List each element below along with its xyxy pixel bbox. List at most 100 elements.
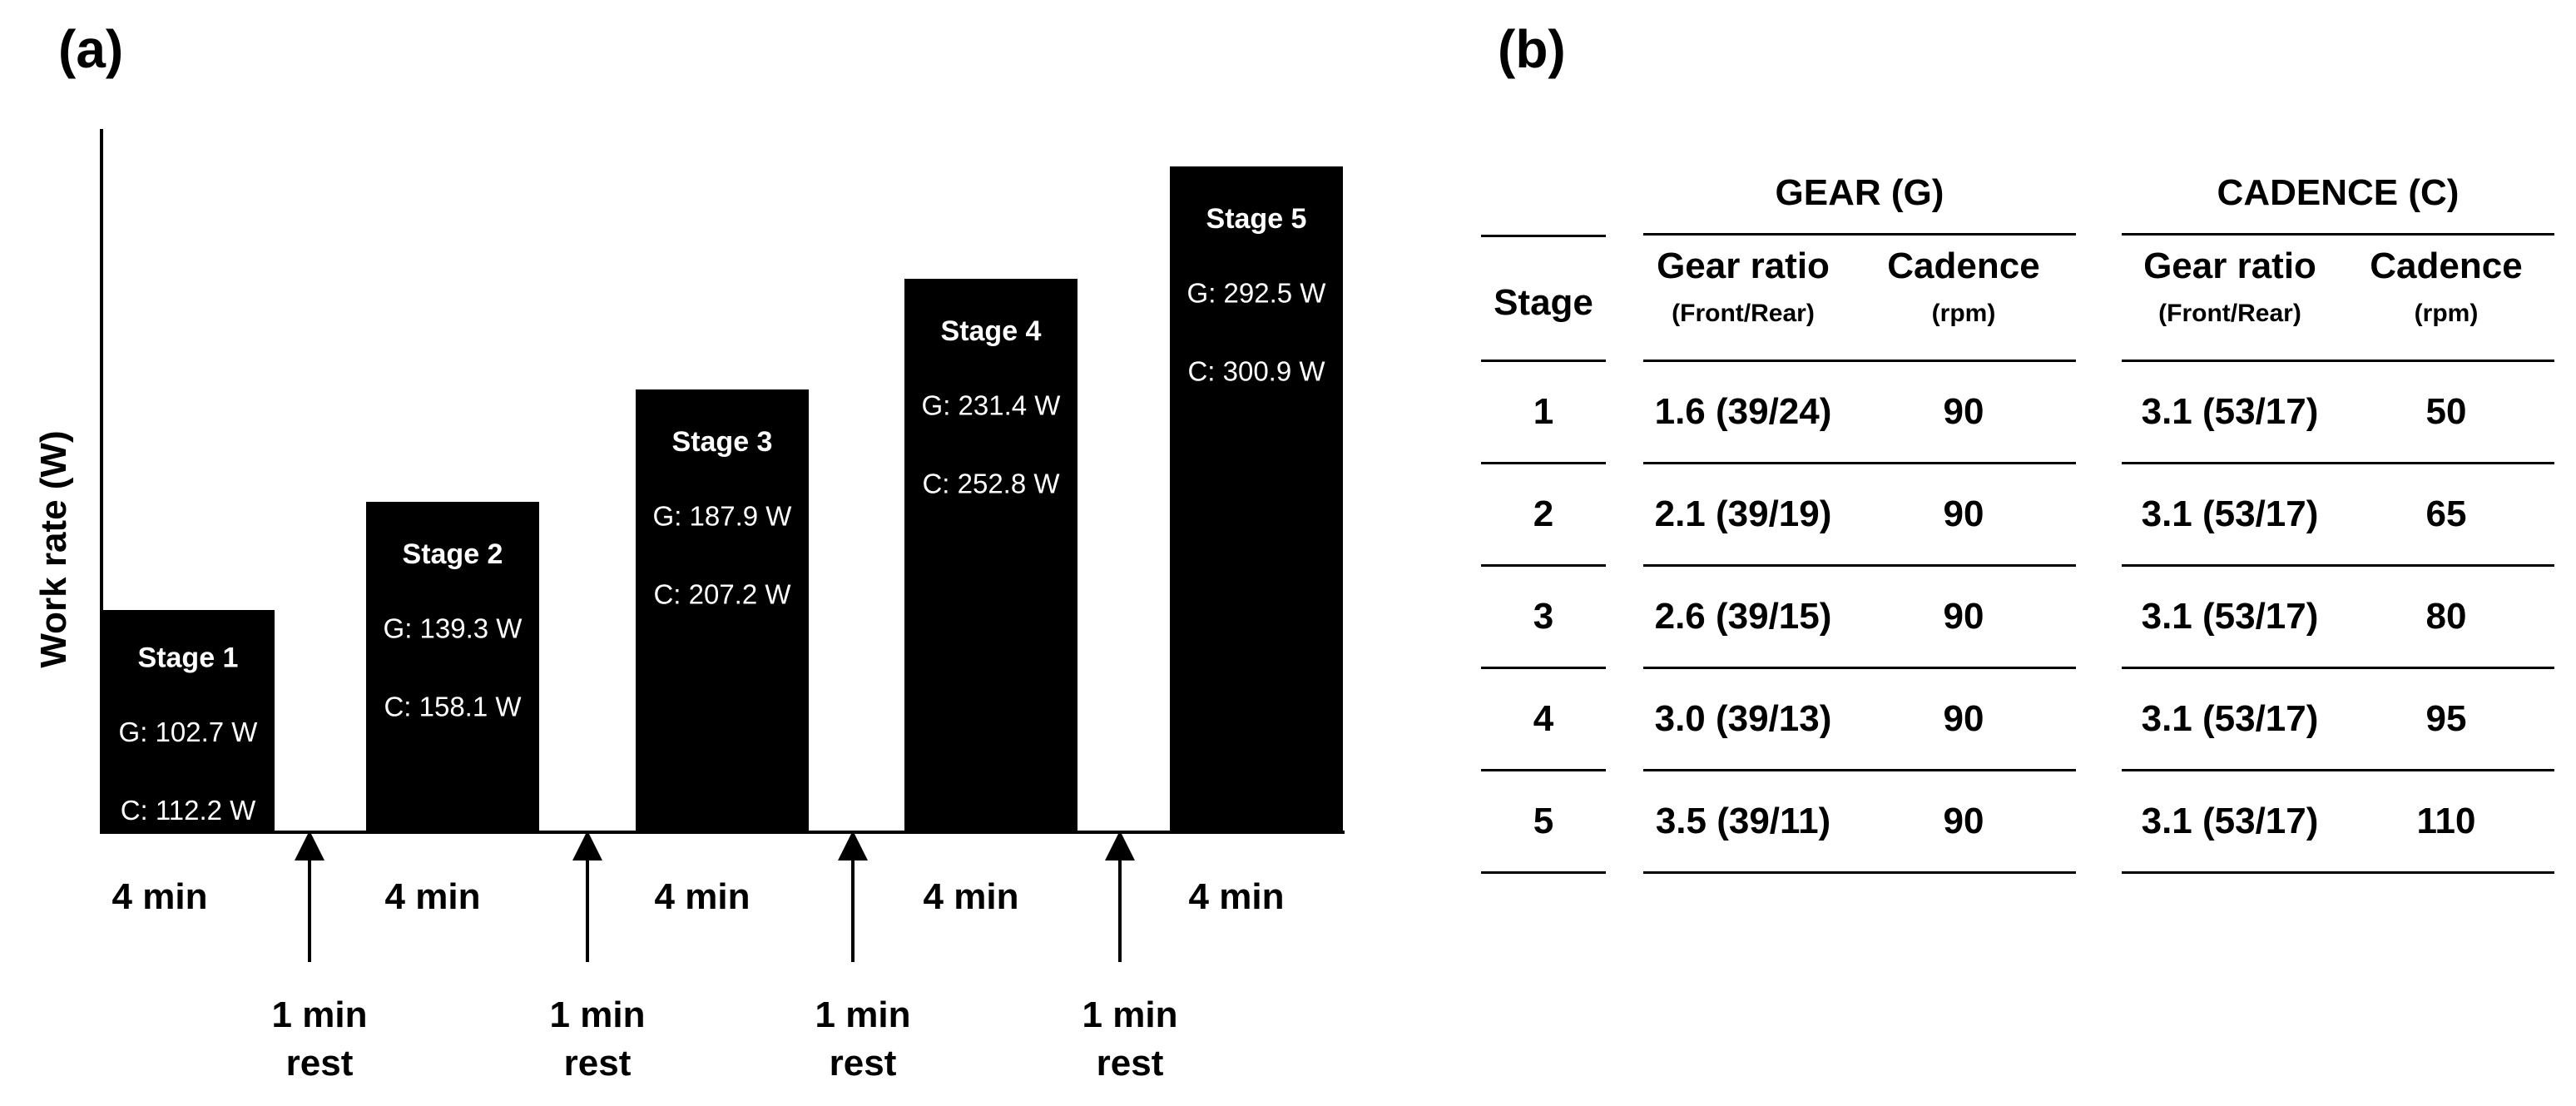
cell-g-ratio: 2.1 (39/19) <box>1654 493 1832 534</box>
col-subheader-gear-ratio: (Front/Rear) <box>1672 300 1815 327</box>
cell-c-cad: 65 <box>2425 493 2467 534</box>
cell-g-ratio: 2.6 (39/15) <box>1654 596 1832 637</box>
col-header-gear-cadence: Cadence <box>1887 246 2040 286</box>
rest-arrow-head <box>295 831 324 860</box>
group-header-cadence: CADENCE (C) <box>2217 172 2460 213</box>
cell-stage: 4 <box>1533 698 1554 739</box>
cell-g-ratio: 1.6 (39/24) <box>1654 391 1832 432</box>
rest-duration: 1 min <box>815 994 911 1035</box>
col-subheader-cad-cadence: (rpm) <box>2414 300 2479 327</box>
cell-g-cad: 90 <box>1943 801 1984 841</box>
rest-label: rest <box>564 1043 632 1084</box>
stage-bar-2 <box>366 502 539 832</box>
cell-c-ratio: 3.1 (53/17) <box>2141 698 2319 739</box>
row-rule <box>2122 564 2554 567</box>
cell-stage: 1 <box>1533 391 1554 432</box>
row-rule <box>1481 667 1606 669</box>
stage-duration: 4 min <box>655 876 751 917</box>
stage-name: Stage 4 <box>941 315 1042 347</box>
rest-label: rest <box>1097 1043 1164 1084</box>
rest-duration: 1 min <box>1082 994 1178 1035</box>
row-rule <box>2122 667 2554 669</box>
stage-bar-1 <box>102 610 275 832</box>
stage-cadence-watts: C: 158.1 W <box>384 691 522 722</box>
cell-c-ratio: 3.1 (53/17) <box>2141 493 2319 534</box>
cell-g-ratio: 3.5 (39/11) <box>1655 801 1831 841</box>
cell-c-cad: 95 <box>2425 698 2467 739</box>
rest-duration: 1 min <box>550 994 646 1035</box>
rest-label: rest <box>286 1043 354 1084</box>
stage-bar-group-4: Stage 4 G: 231.4 W C: 252.8 W 4 min <box>904 279 1077 917</box>
row-rule <box>1643 667 2076 669</box>
stage-bar-3 <box>636 389 809 832</box>
rest-duration: 1 min <box>272 994 368 1035</box>
rule-head-bottom-gear <box>1643 360 2076 362</box>
stage-cadence-watts: C: 252.8 W <box>922 468 1060 498</box>
stage-chart: Stage 1 G: 102.7 W C: 112.2 W 4 min Stage 2 G… <box>100 129 1345 1084</box>
row-rule <box>2122 462 2554 464</box>
row-rule <box>1643 462 2076 464</box>
col-subheader-gear-cadence: (rpm) <box>1931 300 1996 327</box>
stage-gear-watts: G: 139.3 W <box>384 613 523 643</box>
row-rule <box>1481 462 1606 464</box>
row-rule <box>1643 769 2076 771</box>
rest-marker-3: 1 min rest <box>815 831 911 1084</box>
stage-name: Stage 5 <box>1206 203 1307 235</box>
stage-name: Stage 1 <box>138 642 239 674</box>
rest-arrow-head <box>572 831 602 860</box>
col-subheader-cad-ratio: (Front/Rear) <box>2158 300 2301 327</box>
stage-cadence-watts: C: 300.9 W <box>1187 355 1325 386</box>
stage-duration: 4 min <box>385 876 481 917</box>
stage-bar-group-5: Stage 5 G: 292.5 W C: 300.9 W 4 min <box>1170 166 1343 917</box>
stage-bar-group-1: Stage 1 G: 102.7 W C: 112.2 W 4 min <box>102 610 275 917</box>
rest-arrow-head <box>838 831 868 860</box>
row-rule <box>1481 871 1606 874</box>
stage-gear-watts: G: 231.4 W <box>922 389 1062 420</box>
rest-marker-2: 1 min rest <box>550 831 646 1084</box>
row-rule <box>1643 871 2076 874</box>
group-header-gear: GEAR (G) <box>1775 172 1944 213</box>
stage-cadence-watts: C: 112.2 W <box>121 795 256 826</box>
stage-gear-watts: G: 187.9 W <box>653 500 793 531</box>
stage-bar-5 <box>1170 166 1343 832</box>
cell-g-cad: 90 <box>1943 698 1984 739</box>
stage-duration: 4 min <box>924 876 1019 917</box>
rest-marker-1: 1 min rest <box>272 831 368 1084</box>
cell-g-cad: 90 <box>1943 493 1984 534</box>
rule-top-gear <box>1643 233 2076 236</box>
panel-b-label: (b) <box>1498 19 1566 79</box>
rule-head-bottom-cadence <box>2122 360 2554 362</box>
col-header-cad-ratio: Gear ratio <box>2143 246 2316 286</box>
rule-head-bottom-stage <box>1481 360 1606 362</box>
stage-gear-watts: G: 292.5 W <box>1187 277 1327 308</box>
cell-stage: 5 <box>1533 801 1554 841</box>
row-rule <box>1481 564 1606 567</box>
cell-g-cad: 90 <box>1943 596 1984 637</box>
cell-stage: 2 <box>1533 493 1554 534</box>
row-rule <box>2122 871 2554 874</box>
cell-c-cad: 80 <box>2425 596 2467 637</box>
cell-c-cad: 110 <box>2416 801 2476 841</box>
col-header-cad-cadence: Cadence <box>2370 246 2523 286</box>
cell-c-ratio: 3.1 (53/17) <box>2141 801 2319 841</box>
rule-header-stage <box>1481 235 1606 237</box>
stage-name: Stage 2 <box>403 538 503 570</box>
stage-cadence-watts: C: 207.2 W <box>653 578 791 609</box>
stage-bar-group-2: Stage 2 G: 139.3 W C: 158.1 W 4 min <box>366 502 539 917</box>
cell-c-ratio: 3.1 (53/17) <box>2141 391 2319 432</box>
rule-top-cadence <box>2122 233 2554 236</box>
cell-c-ratio: 3.1 (53/17) <box>2141 596 2319 637</box>
row-rule <box>1481 769 1606 771</box>
rest-label: rest <box>830 1043 897 1084</box>
stage-gear-watts: G: 102.7 W <box>119 717 259 747</box>
cell-g-ratio: 3.0 (39/13) <box>1654 698 1832 739</box>
row-rule <box>2122 769 2554 771</box>
row-rule <box>1643 564 2076 567</box>
col-header-gear-ratio: Gear ratio <box>1657 246 1830 286</box>
stage-name: Stage 3 <box>672 426 773 458</box>
rest-arrow-head <box>1105 831 1135 860</box>
cell-stage: 3 <box>1533 596 1554 637</box>
panel-a-label: (a) <box>58 19 124 79</box>
col-header-stage: Stage <box>1494 282 1593 323</box>
cell-c-cad: 50 <box>2425 391 2467 432</box>
